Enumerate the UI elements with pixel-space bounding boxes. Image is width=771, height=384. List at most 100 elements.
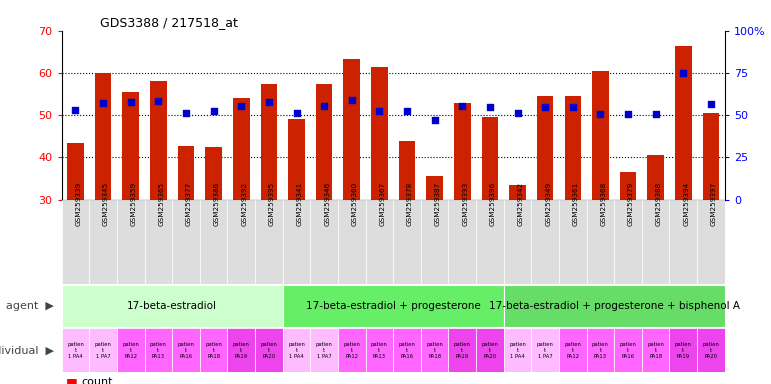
Bar [283,328,310,372]
Text: patien
t
PA12: patien t PA12 [343,342,360,359]
Text: GSM259388: GSM259388 [655,182,662,226]
Text: GSM259342: GSM259342 [517,182,524,226]
Bar [310,200,338,284]
Point [97,100,109,106]
Bar [426,177,443,200]
Point [345,97,358,103]
Bar [62,200,89,284]
Bar [310,328,338,372]
Text: GSM259359: GSM259359 [131,182,136,226]
Text: patien
t
PA18: patien t PA18 [426,342,443,359]
Text: GSM259379: GSM259379 [628,182,634,226]
Bar [641,328,669,372]
Point [705,101,717,107]
Text: patien
t
PA16: patien t PA16 [399,342,416,359]
Point [373,108,386,114]
Bar [702,113,719,200]
Text: 17-beta-estradiol + progesterone + bisphenol A: 17-beta-estradiol + progesterone + bisph… [489,301,739,311]
Text: patien
t
PA18: patien t PA18 [647,342,664,359]
Bar [503,285,725,328]
Point [235,103,247,109]
Text: patien
t
1 PA7: patien t 1 PA7 [95,342,112,359]
Text: ■: ■ [66,376,77,384]
Text: GSM259397: GSM259397 [711,182,717,226]
Bar [669,328,697,372]
Bar [393,200,421,284]
Text: GSM259339: GSM259339 [76,182,82,226]
Bar [117,328,145,372]
Text: GSM259349: GSM259349 [545,182,551,226]
Bar [697,328,725,372]
Bar [421,200,449,284]
Bar [123,92,139,200]
Point [677,70,689,76]
Text: GSM259387: GSM259387 [435,182,441,226]
Bar [587,328,614,372]
Text: patien
t
PA12: patien t PA12 [123,342,140,359]
Text: patien
t
PA13: patien t PA13 [150,342,167,359]
Bar [449,200,476,284]
Text: GSM259394: GSM259394 [683,182,689,226]
Text: patien
t
PA12: patien t PA12 [564,342,581,359]
Text: patien
t
1 PA7: patien t 1 PA7 [315,342,332,359]
Bar [283,200,310,284]
Text: GSM259365: GSM259365 [158,182,164,226]
Bar [255,328,283,372]
Text: count: count [81,377,113,384]
Text: patien
t
PA16: patien t PA16 [177,342,194,359]
Bar [172,200,200,284]
Text: patien
t
PA20: patien t PA20 [261,342,278,359]
Bar [145,328,172,372]
Text: 17-beta-estradiol: 17-beta-estradiol [127,301,217,311]
Text: patien
t
PA19: patien t PA19 [233,342,250,359]
Text: GSM259346: GSM259346 [324,182,330,226]
Text: GSM259396: GSM259396 [490,182,496,226]
Point [401,108,413,114]
Bar [67,143,84,200]
Bar [476,200,503,284]
Bar [476,328,503,372]
Point [594,111,607,117]
Text: GSM259345: GSM259345 [103,182,109,226]
Bar [564,96,581,200]
Text: patien
t
PA13: patien t PA13 [371,342,388,359]
Text: GSM259377: GSM259377 [186,182,192,226]
Point [456,103,469,109]
Bar [205,147,222,200]
Bar [200,200,227,284]
Bar [559,328,587,372]
Point [649,111,662,118]
Bar [669,200,697,284]
Point [180,109,192,116]
Bar [454,103,470,200]
Bar [145,200,172,284]
Bar [365,328,393,372]
Point [483,104,496,110]
Bar [200,328,227,372]
Bar [172,328,200,372]
Text: GDS3388 / 217518_at: GDS3388 / 217518_at [100,16,238,29]
Bar [697,200,725,284]
Bar [227,200,255,284]
Text: GSM259392: GSM259392 [241,182,247,226]
Point [567,104,579,110]
Text: GSM259393: GSM259393 [463,182,468,226]
Bar [614,328,641,372]
Bar [421,328,449,372]
Bar [261,84,278,200]
Bar [675,46,692,200]
Text: 17-beta-estradiol + progesterone: 17-beta-estradiol + progesterone [306,301,480,311]
Text: GSM259378: GSM259378 [407,182,413,226]
Point [622,111,635,117]
Bar [592,71,608,200]
Bar [177,146,194,200]
Text: patien
t
1 PA4: patien t 1 PA4 [67,342,84,359]
Point [125,99,137,105]
Bar [316,84,332,200]
Bar [587,200,614,284]
Text: GSM259368: GSM259368 [601,182,607,226]
Bar [620,172,636,200]
Bar [641,200,669,284]
Text: patien
t
PA18: patien t PA18 [205,342,222,359]
Bar [503,200,531,284]
